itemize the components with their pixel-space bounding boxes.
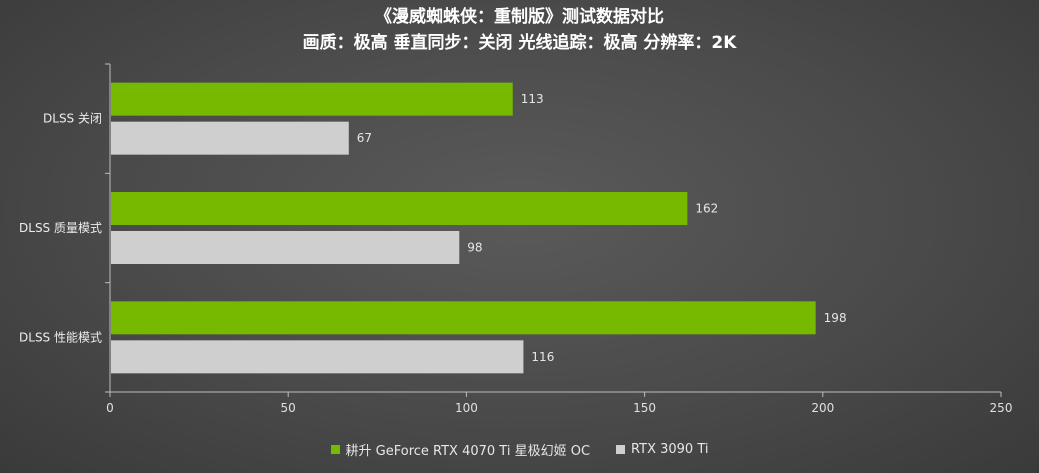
legend-item-series-1: 耕升 GeForce RTX 4070 Ti 星极幻姬 OC bbox=[330, 440, 591, 459]
legend-item-series-2: RTX 3090 Ti bbox=[616, 442, 708, 457]
x-tick-label: 0 bbox=[106, 401, 114, 415]
bar bbox=[111, 231, 460, 264]
bar-value-label: 98 bbox=[467, 241, 482, 255]
legend-label-series-1: 耕升 GeForce RTX 4070 Ti 星极幻姬 OC bbox=[345, 444, 591, 459]
bar-value-label: 116 bbox=[531, 350, 554, 364]
chart-legend: 耕升 GeForce RTX 4070 Ti 星极幻姬 OC RTX 3090 … bbox=[0, 440, 1039, 459]
bar-value-label: 198 bbox=[824, 311, 847, 325]
bar-value-label: 113 bbox=[521, 92, 544, 106]
chart-title: 《漫威蜘蛛侠：重制版》测试数据对比 bbox=[375, 7, 664, 27]
chart-subtitle: 画质：极高 垂直同步：关闭 光线追踪：极高 分辨率：2K bbox=[302, 33, 737, 53]
x-tick-label: 150 bbox=[633, 401, 656, 415]
x-tick-label: 50 bbox=[281, 401, 296, 415]
x-tick-label: 250 bbox=[990, 401, 1013, 415]
legend-swatch-series-1 bbox=[330, 445, 340, 454]
x-tick-label: 100 bbox=[455, 401, 478, 415]
y-category-label: DLSS 关闭 bbox=[43, 112, 102, 126]
bar bbox=[111, 301, 816, 335]
bar-value-label: 67 bbox=[357, 131, 372, 145]
bar bbox=[111, 82, 513, 116]
y-category-label: DLSS 质量模式 bbox=[19, 221, 102, 235]
legend-label-series-2: RTX 3090 Ti bbox=[631, 442, 709, 457]
bar bbox=[111, 340, 524, 374]
chart-title-block: 《漫威蜘蛛侠：重制版》测试数据对比 画质：极高 垂直同步：关闭 光线追踪：极高 … bbox=[0, 4, 1039, 56]
bar bbox=[111, 192, 688, 225]
legend-swatch-series-2 bbox=[616, 445, 626, 454]
bar-value-label: 162 bbox=[695, 202, 718, 216]
y-category-label: DLSS 性能模式 bbox=[19, 330, 102, 344]
x-tick-label: 200 bbox=[811, 401, 834, 415]
bar bbox=[111, 121, 349, 155]
